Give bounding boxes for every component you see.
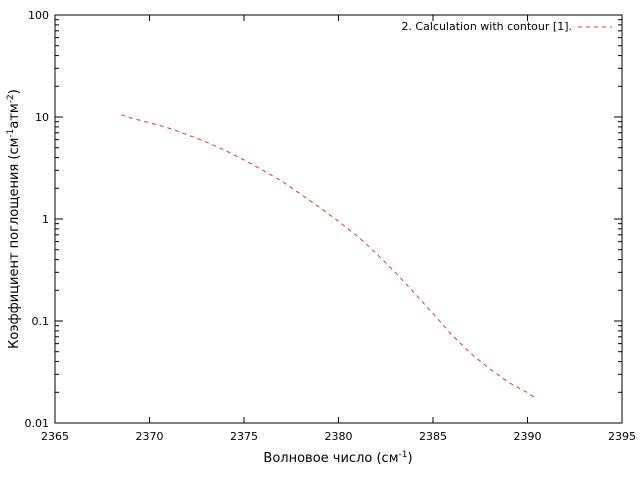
series-line-1 bbox=[121, 114, 538, 400]
y-axis-title-text: Коэффициент поглощения (см bbox=[7, 138, 22, 349]
x-tick-label: 2390 bbox=[514, 430, 542, 443]
x-tick-label: 2370 bbox=[136, 430, 164, 443]
x-axis-title-sup: -1 bbox=[399, 450, 408, 460]
x-axis-title-text: Волновое число (см bbox=[263, 451, 398, 466]
x-axis-ticks: 2365 2370 2375 2380 2385 2390 2395 bbox=[41, 15, 636, 443]
x-tick-label: 2365 bbox=[41, 430, 69, 443]
x-tick-label: 2385 bbox=[419, 430, 447, 443]
y-axis-title-sup1: -1 bbox=[6, 129, 16, 138]
y-axis-title-mid: атм bbox=[7, 103, 22, 128]
y-axis-title-end: ) bbox=[7, 89, 22, 94]
y-axis-ticks: 0.01 0.1 1 10 100 bbox=[25, 9, 622, 430]
y-tick-label: 10 bbox=[35, 111, 49, 124]
y-axis-title-sup2: -2 bbox=[6, 94, 16, 103]
x-tick-label: 2380 bbox=[325, 430, 353, 443]
y-tick-label: 0.1 bbox=[32, 315, 50, 328]
y-tick-label: 0.01 bbox=[25, 417, 50, 430]
legend-label: 2. Calculation with contour [1]. bbox=[401, 20, 572, 33]
x-tick-label: 2395 bbox=[608, 430, 636, 443]
y-axis-title: Коэффициент поглощения (см-1атм-2) bbox=[6, 89, 22, 349]
x-axis-title-end: ) bbox=[407, 451, 412, 466]
y-tick-label: 100 bbox=[28, 9, 49, 22]
x-tick-label: 2375 bbox=[230, 430, 258, 443]
series-layer bbox=[121, 114, 538, 400]
legend: 2. Calculation with contour [1]. bbox=[401, 20, 612, 33]
x-axis-title: Волновое число (см-1) bbox=[263, 450, 412, 466]
plot-frame bbox=[54, 14, 623, 424]
y-tick-label: 1 bbox=[42, 213, 49, 226]
